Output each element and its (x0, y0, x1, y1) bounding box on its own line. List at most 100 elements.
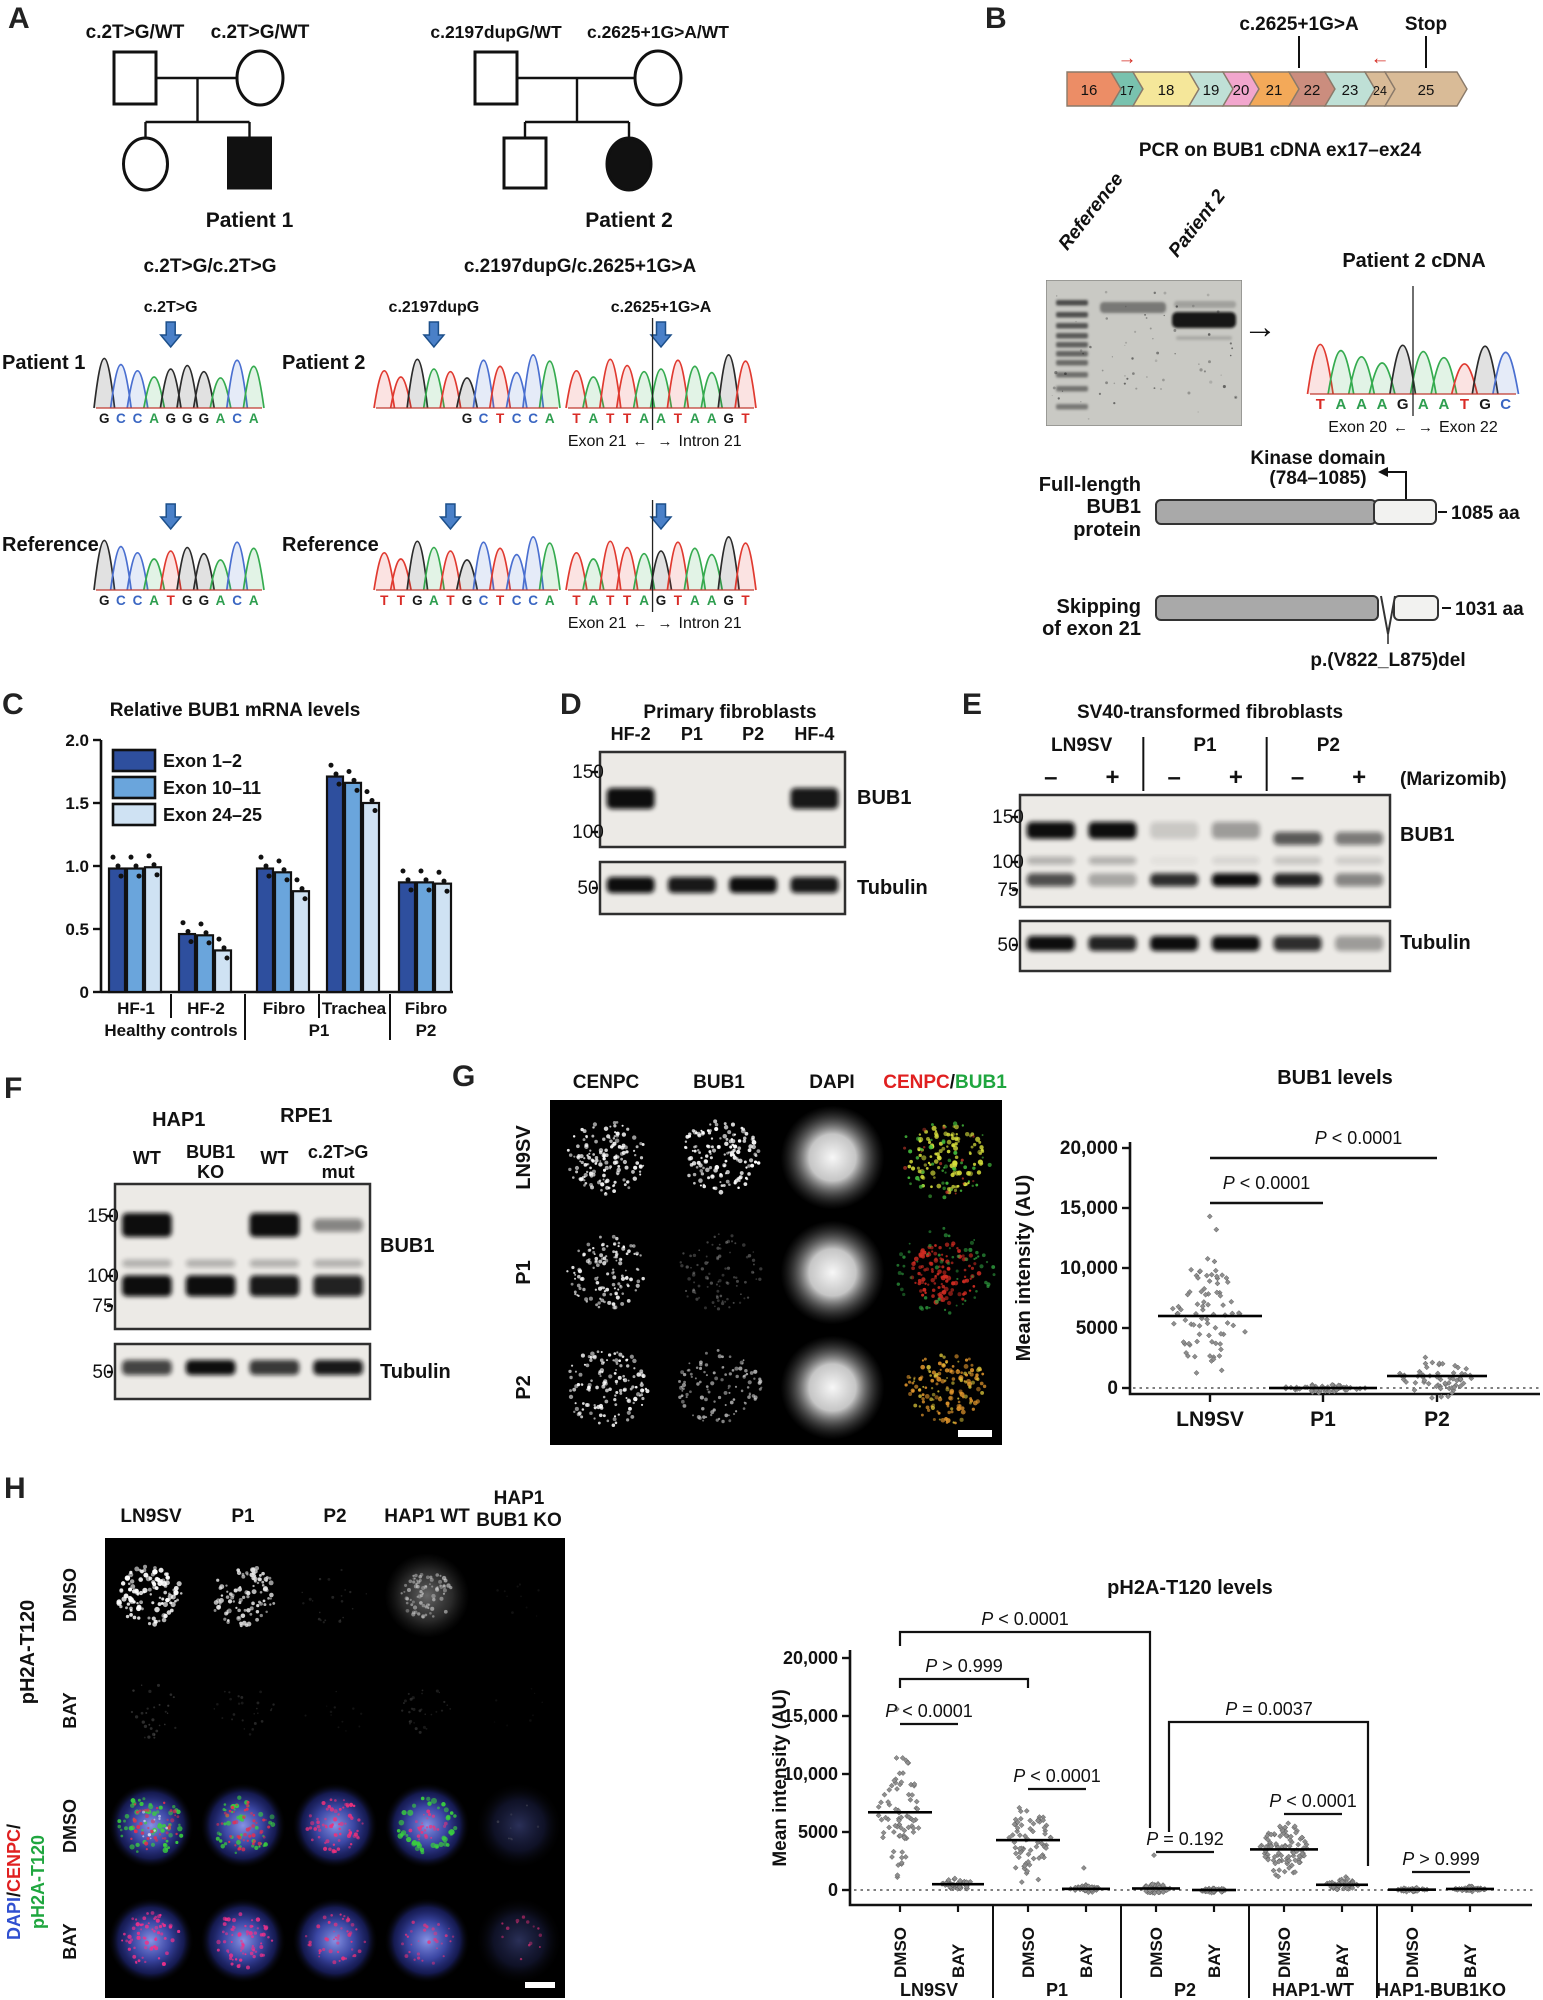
svg-text:DMSO: DMSO (60, 1799, 80, 1853)
median-line (1250, 1848, 1318, 1851)
svg-text:Mean intensity (AU): Mean intensity (AU) (1013, 1175, 1035, 1362)
svg-text:KO: KO (197, 1162, 224, 1182)
svg-text:BAY: BAY (1333, 1943, 1352, 1978)
svg-text:LN9SV: LN9SV (1051, 735, 1113, 756)
svg-text:T: T (741, 593, 750, 608)
swarm-chart-bub1-levels: BUB1 levels 0 5000 10,000 15,000 20,000 Mean i… (1013, 1067, 1540, 1431)
median-line (1132, 1887, 1180, 1890)
microscopy-g-grid (550, 1100, 1002, 1445)
svg-text:A: A (690, 411, 700, 426)
svg-text:HF-2: HF-2 (611, 724, 651, 744)
svg-text:Fibro: Fibro (405, 999, 448, 1018)
svg-text:A: A (149, 593, 159, 608)
svg-text:A: A (707, 411, 717, 426)
svg-text:C: C (133, 593, 143, 608)
svg-text:–: – (1044, 764, 1057, 791)
svg-text:→: → (1418, 419, 1433, 436)
panel-b-label: B (985, 2, 1007, 35)
svg-text:T: T (167, 593, 176, 608)
svg-text:Exon 24–25: Exon 24–25 (163, 805, 262, 825)
svg-text:Mean intensity (AU): Mean intensity (AU) (770, 1689, 791, 1866)
svg-text:C: C (479, 411, 489, 426)
chrom-row2-label-ref1: Reference (2, 534, 99, 556)
svg-text:Trachea: Trachea (322, 999, 387, 1018)
svg-text:20,000: 20,000 (1060, 1138, 1118, 1159)
median-line (1388, 1888, 1436, 1891)
svg-text:G: G (182, 411, 193, 426)
svg-text:G: G (199, 411, 210, 426)
svg-text:A: A (545, 593, 555, 608)
svg-text:T: T (623, 411, 632, 426)
svg-text:c.2197dupG/WT: c.2197dupG/WT (430, 22, 562, 42)
pedigree-father-square (112, 50, 158, 106)
svg-text:DMSO: DMSO (1147, 1927, 1166, 1978)
svg-text:+: + (1352, 764, 1366, 791)
legend-swatch-1 (111, 775, 157, 800)
svg-text:BUB1: BUB1 (857, 787, 911, 809)
svg-text:P2: P2 (1174, 1980, 1196, 2000)
svg-text:19: 19 (1203, 82, 1220, 99)
svg-text:150: 150 (572, 762, 604, 783)
panel-d-label: D (560, 688, 582, 721)
microscopy-h-grid (105, 1538, 565, 1998)
svg-text:A: A (656, 411, 666, 426)
svg-text:25: 25 (1418, 82, 1435, 99)
protein-fulllength-label: Full-length BUB1 protein (1038, 474, 1141, 541)
svg-text:Exon 21: Exon 21 (568, 615, 627, 632)
bar-HF-1-1 (125, 867, 145, 994)
svg-text:T: T (572, 411, 581, 426)
bar-HF-2-2 (213, 949, 233, 994)
svg-text:23: 23 (1342, 82, 1359, 99)
svg-text:Exon 22: Exon 22 (1439, 419, 1498, 436)
median-line (1316, 1883, 1368, 1887)
chrom-row1-label-p1: Patient 1 (2, 352, 86, 374)
svg-text:C: C (528, 411, 538, 426)
svg-text:P2: P2 (513, 1375, 535, 1399)
svg-text:1.5: 1.5 (65, 794, 89, 813)
svg-text:10,000: 10,000 (783, 1764, 838, 1784)
pedigree-mother-circle (633, 49, 683, 107)
svg-text:G: G (1397, 396, 1409, 413)
mutation-arrow-icon (649, 321, 673, 349)
svg-text:G: G (656, 593, 667, 608)
svg-text:1031 aa: 1031 aa (1455, 599, 1524, 620)
pedigree-patient-1: c.2T>G/WT c.2T>G/WT Patient 1 (86, 22, 310, 232)
svg-text:T: T (1460, 396, 1469, 413)
svg-text:WT: WT (260, 1148, 288, 1168)
bar-HF-2-0 (177, 932, 197, 994)
svg-text:A: A (1418, 396, 1429, 413)
svg-text:–: – (1167, 764, 1180, 791)
scale-bar (525, 1982, 555, 1988)
mutation-arrow-icon (159, 321, 183, 349)
gel-to-chrom-arrow-icon: → (1243, 308, 1277, 346)
svg-text:c.2T>G: c.2T>G (308, 1142, 369, 1162)
svg-text:A: A (707, 593, 717, 608)
cdna-title: Patient 2 cDNA (1342, 250, 1486, 272)
svg-text:DAPI/CENPC/: DAPI/CENPC/ (4, 1824, 24, 1940)
microscopy-g-headers: CENPC BUB1 DAPI CENPC/BUB1 (573, 1072, 1007, 1093)
svg-text:←: ← (633, 433, 648, 450)
svg-text:T: T (496, 411, 505, 426)
panel-e-label: E (962, 688, 983, 721)
svg-text:G: G (412, 593, 423, 608)
bar-chart-title: Relative BUB1 mRNA levels (109, 700, 361, 721)
svg-text:mut: mut (322, 1162, 355, 1182)
svg-text:A: A (588, 411, 598, 426)
svg-text:LN9SV: LN9SV (513, 1125, 535, 1190)
svg-text:0: 0 (828, 1880, 838, 1900)
chrom-row1-label-p2: Patient 2 (282, 352, 366, 374)
svg-text:G: G (462, 411, 473, 426)
bar-HF-2-1 (195, 934, 215, 994)
scale-bar (958, 1430, 992, 1437)
svg-text:T: T (606, 593, 615, 608)
svg-text:T: T (623, 593, 632, 608)
svg-text:(784–1085): (784–1085) (1269, 468, 1366, 489)
svg-text:←: ← (1393, 419, 1408, 436)
panel-h-label: H (4, 1472, 26, 1505)
svg-text:C: C (512, 411, 522, 426)
svg-text:2.0: 2.0 (65, 731, 89, 750)
svg-text:Intron 21: Intron 21 (679, 615, 742, 632)
svg-text:c.2625+1G>A/WT: c.2625+1G>A/WT (587, 22, 729, 42)
blot-e-title: SV40-transformed fibroblasts (1076, 702, 1344, 723)
